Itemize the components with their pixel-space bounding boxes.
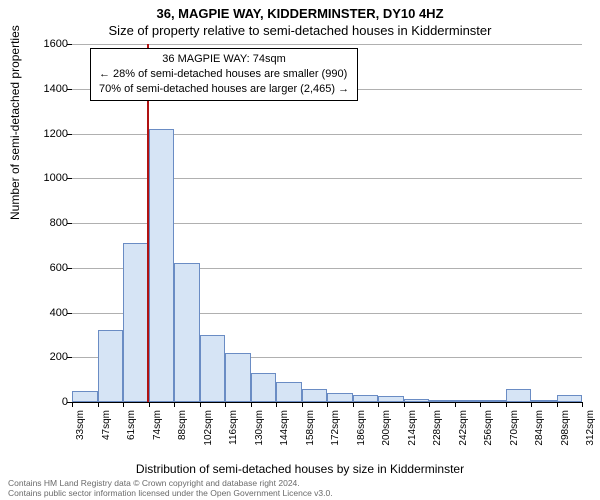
x-tick	[404, 402, 405, 407]
x-tick-label: 47sqm	[101, 410, 112, 460]
info-line-smaller: ← 28% of semi-detached houses are smalle…	[99, 67, 349, 82]
page-subtitle: Size of property relative to semi-detach…	[0, 23, 600, 38]
x-tick	[582, 402, 583, 407]
histogram-bar	[98, 330, 124, 402]
x-tick	[98, 402, 99, 407]
x-tick-label: 158sqm	[305, 410, 316, 460]
x-tick-label: 61sqm	[126, 410, 137, 460]
histogram-bar	[480, 400, 506, 402]
page-title: 36, MAGPIE WAY, KIDDERMINSTER, DY10 4HZ	[0, 0, 600, 21]
x-tick	[123, 402, 124, 407]
x-tick-label: 116sqm	[228, 410, 239, 460]
y-tick-label: 200	[28, 351, 68, 363]
y-tick-label: 1600	[28, 38, 68, 50]
x-tick	[251, 402, 252, 407]
x-tick-label: 74sqm	[152, 410, 163, 460]
x-axis-title: Distribution of semi-detached houses by …	[0, 462, 600, 476]
histogram-bar	[200, 335, 226, 402]
x-tick	[276, 402, 277, 407]
x-tick	[455, 402, 456, 407]
histogram-bar	[506, 389, 532, 402]
info-box: 36 MAGPIE WAY: 74sqm ← 28% of semi-detac…	[90, 48, 358, 101]
histogram-bar	[455, 400, 481, 402]
x-tick-label: 130sqm	[254, 410, 265, 460]
x-tick-label: 228sqm	[432, 410, 443, 460]
histogram-bar	[531, 400, 557, 402]
info-line-larger: 70% of semi-detached houses are larger (…	[99, 82, 349, 97]
x-tick-label: 102sqm	[203, 410, 214, 460]
histogram-bar	[557, 395, 583, 402]
histogram-bar	[404, 399, 430, 402]
y-tick-label: 800	[28, 217, 68, 229]
x-tick-label: 88sqm	[177, 410, 188, 460]
x-tick	[327, 402, 328, 407]
x-tick-label: 298sqm	[560, 410, 571, 460]
histogram-bar	[123, 243, 149, 402]
y-tick-label: 1400	[28, 83, 68, 95]
x-tick	[557, 402, 558, 407]
y-tick-label: 400	[28, 307, 68, 319]
histogram-bar	[276, 382, 302, 402]
chart-container: 36, MAGPIE WAY, KIDDERMINSTER, DY10 4HZ …	[0, 0, 600, 500]
y-tick-label: 0	[28, 396, 68, 408]
x-tick	[353, 402, 354, 407]
x-tick	[429, 402, 430, 407]
x-tick	[531, 402, 532, 407]
y-axis-title: Number of semi-detached properties	[8, 25, 22, 220]
x-tick-label: 214sqm	[407, 410, 418, 460]
histogram-bar	[378, 396, 404, 402]
x-tick-label: 172sqm	[330, 410, 341, 460]
x-tick-label: 33sqm	[75, 410, 86, 460]
x-tick-label: 144sqm	[279, 410, 290, 460]
x-tick-label: 242sqm	[458, 410, 469, 460]
x-tick	[174, 402, 175, 407]
histogram-bar	[72, 391, 98, 402]
y-tick-label: 600	[28, 262, 68, 274]
x-tick	[200, 402, 201, 407]
histogram-bar	[429, 400, 455, 402]
footer-line1: Contains HM Land Registry data © Crown c…	[8, 478, 333, 488]
histogram-bar	[327, 393, 353, 402]
footer-line2: Contains public sector information licen…	[8, 488, 333, 498]
x-tick	[378, 402, 379, 407]
x-tick-label: 186sqm	[356, 410, 367, 460]
x-tick	[149, 402, 150, 407]
histogram-bar	[149, 129, 175, 402]
y-tick-label: 1000	[28, 172, 68, 184]
x-tick	[302, 402, 303, 407]
x-tick	[480, 402, 481, 407]
x-tick	[506, 402, 507, 407]
x-tick-label: 284sqm	[534, 410, 545, 460]
histogram-bar	[174, 263, 200, 402]
footer: Contains HM Land Registry data © Crown c…	[8, 478, 333, 498]
x-tick-label: 256sqm	[483, 410, 494, 460]
x-tick-label: 200sqm	[381, 410, 392, 460]
x-tick	[225, 402, 226, 407]
x-tick	[72, 402, 73, 407]
x-tick-label: 270sqm	[509, 410, 520, 460]
histogram-bar	[353, 395, 379, 402]
y-tick-label: 1200	[28, 128, 68, 140]
histogram-bar	[251, 373, 277, 402]
histogram-bar	[302, 389, 328, 402]
histogram-bar	[225, 353, 251, 402]
x-tick-label: 312sqm	[585, 410, 596, 460]
info-line-property: 36 MAGPIE WAY: 74sqm	[99, 52, 349, 67]
